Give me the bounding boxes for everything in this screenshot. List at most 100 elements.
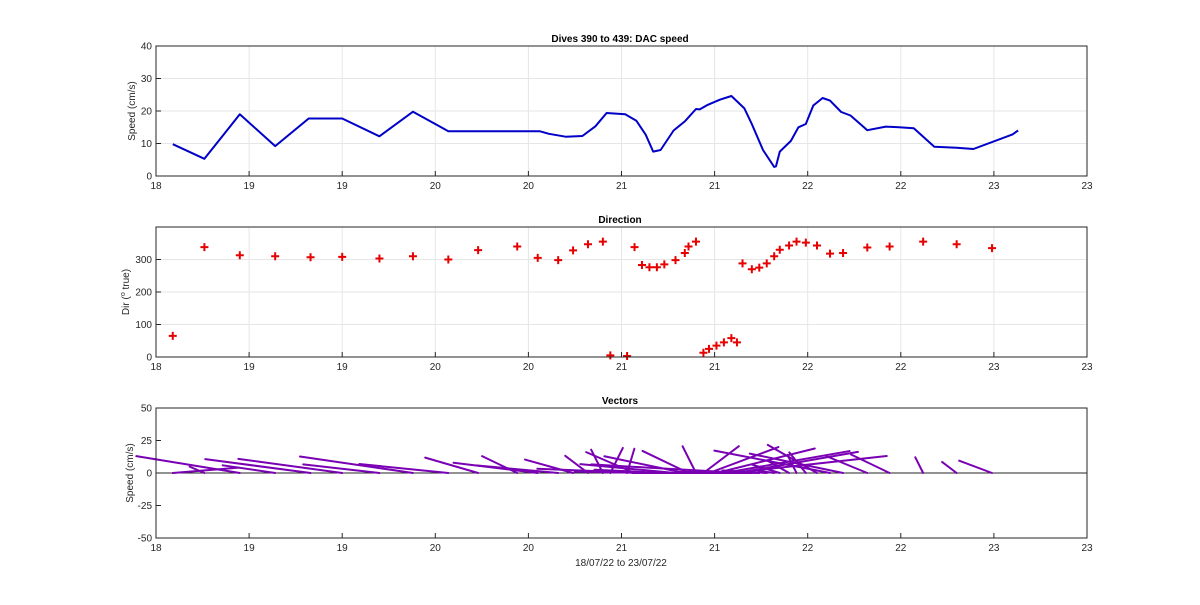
velocity-vector	[750, 463, 781, 474]
velocity-vector	[941, 460, 958, 474]
direction-marker	[785, 241, 794, 250]
x-tick-label: 19	[244, 362, 256, 373]
velocity-vector	[702, 445, 740, 474]
direction-marker	[770, 252, 779, 261]
y-tick-label: 0	[146, 353, 152, 364]
direction-marker	[885, 242, 894, 251]
velocity-vector	[237, 457, 344, 474]
direction-marker	[863, 243, 872, 252]
x-tick-label: 23	[988, 543, 1000, 554]
x-tick-label: 19	[337, 543, 349, 554]
y-tick-label: 25	[141, 436, 153, 447]
x-tick-label: 19	[337, 362, 349, 373]
direction-marker	[569, 246, 578, 255]
x-tick-label: 23	[1081, 543, 1093, 554]
velocity-vector	[221, 464, 277, 474]
direction-panel-title: Direction	[598, 215, 641, 226]
direction-marker	[738, 259, 747, 268]
x-tick-label: 22	[895, 362, 907, 373]
direction-marker	[645, 263, 654, 272]
x-tick-label: 23	[1081, 362, 1093, 373]
direction-ylabel-prefix: Dir (	[121, 296, 132, 316]
direction-marker	[338, 252, 347, 261]
direction-marker	[919, 237, 928, 246]
direction-marker	[606, 351, 615, 360]
x-tick-label: 19	[244, 543, 256, 554]
direction-marker	[792, 237, 801, 246]
y-tick-label: 50	[141, 404, 153, 415]
direction-panel: Direction 18 19 19 20 20 21 21 22 22 23 23 0 100 200 3…	[120, 215, 1093, 373]
x-tick-label: 18	[150, 181, 162, 192]
velocity-vector	[914, 456, 925, 474]
direction-marker	[513, 242, 522, 251]
vectors-panel-axes	[155, 407, 1088, 539]
y-tick-label: -50	[138, 534, 153, 545]
vectors-panel: Vectors 18 19 19 20 20 21 21 22 22 23 23 -50 -25 0 25 5…	[125, 396, 1093, 569]
direction-marker	[747, 265, 756, 274]
direction-marker	[444, 255, 453, 264]
y-tick-label: 10	[141, 139, 153, 150]
direction-marker	[598, 237, 607, 246]
x-tick-label: 19	[244, 181, 256, 192]
y-tick-label: 300	[135, 255, 152, 266]
x-tick-label: 21	[709, 181, 721, 192]
velocity-vector	[171, 466, 240, 474]
x-tick-label: 21	[616, 362, 628, 373]
vectors-panel-ticks: 18 19 19 20 20 21 21 22 22 23 23 -50 -25 0 25 50	[138, 404, 1093, 555]
speed-panel-grid	[155, 45, 1088, 177]
y-tick-label: -25	[138, 501, 153, 512]
direction-panel-ylabel: Dir (o true)	[120, 269, 132, 315]
speed-panel-title: Dives 390 to 439: DAC speed	[551, 34, 688, 45]
direction-marker	[474, 246, 483, 255]
velocity-vector	[757, 469, 776, 474]
direction-marker	[533, 253, 542, 262]
x-tick-label: 21	[616, 543, 628, 554]
x-tick-label: 22	[802, 362, 814, 373]
direction-marker	[652, 263, 661, 272]
direction-marker	[762, 259, 771, 268]
direction-marker	[684, 242, 693, 251]
vectors-panel-series	[135, 443, 994, 474]
x-tick-label: 20	[430, 543, 442, 554]
y-tick-label: 0	[146, 172, 152, 183]
x-tick-label: 20	[523, 543, 535, 554]
direction-marker	[168, 331, 177, 340]
direction-marker	[719, 338, 728, 347]
velocity-vector	[609, 446, 624, 474]
x-tick-label: 23	[988, 362, 1000, 373]
direction-panel-grid	[155, 227, 1088, 358]
speed-panel-ylabel: Speed (cm/s)	[127, 81, 138, 140]
velocity-vector	[850, 453, 891, 474]
direction-marker	[671, 256, 680, 265]
direction-marker	[583, 240, 592, 249]
x-tick-label: 19	[337, 181, 349, 192]
direction-marker	[630, 243, 639, 252]
velocity-vector	[302, 463, 381, 474]
direction-marker	[306, 253, 315, 262]
direction-marker	[712, 341, 721, 350]
x-tick-label: 20	[523, 362, 535, 373]
x-tick-label: 20	[430, 181, 442, 192]
velocity-vector	[825, 455, 869, 474]
direction-marker	[705, 344, 714, 353]
direction-marker	[680, 249, 689, 257]
direction-marker	[839, 249, 848, 257]
speed-line	[172, 95, 1019, 168]
direction-marker	[952, 240, 961, 249]
y-tick-label: 200	[135, 288, 152, 299]
direction-marker	[988, 244, 997, 253]
y-tick-label: 100	[135, 320, 152, 331]
direction-marker	[801, 238, 810, 247]
velocity-vector	[298, 455, 414, 474]
direction-marker	[691, 237, 700, 246]
y-tick-label: 30	[141, 74, 153, 85]
speed-panel-series	[172, 95, 1019, 168]
direction-ylabel-degree: o	[120, 292, 127, 296]
velocity-vector	[958, 459, 994, 474]
x-tick-label: 20	[430, 362, 442, 373]
y-tick-label: 20	[141, 107, 153, 118]
direction-marker	[727, 334, 736, 343]
x-tick-label: 21	[616, 181, 628, 192]
direction-marker	[408, 252, 417, 261]
x-tick-label: 20	[523, 181, 535, 192]
